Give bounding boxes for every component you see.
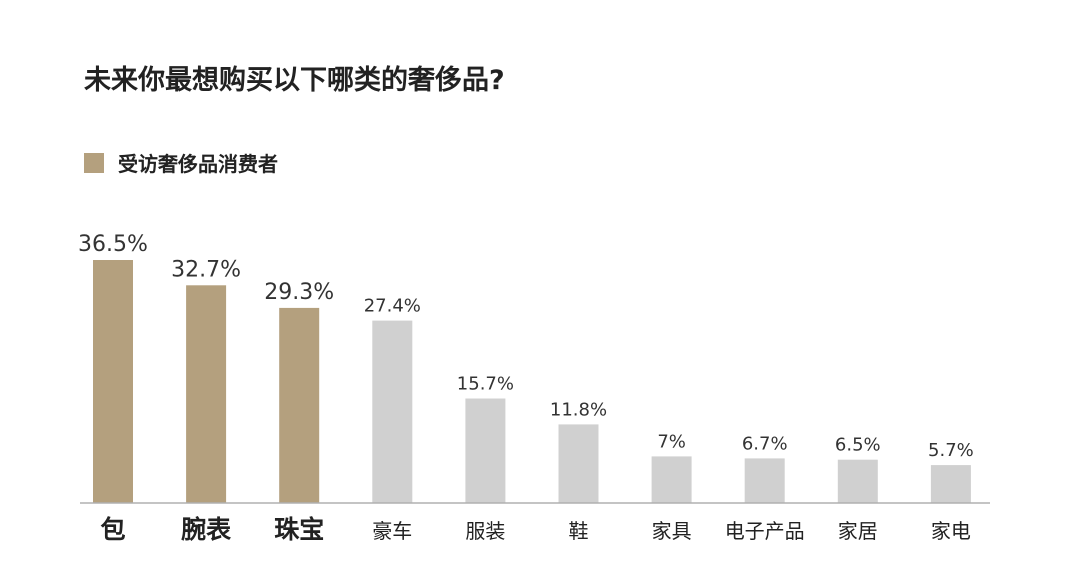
data-label-9: 6.5% [835,435,881,456]
bar-10 [930,465,971,503]
data-label-10: 5.7% [928,440,974,461]
bar-8 [744,458,785,503]
category-label-7: 家具 [652,519,692,543]
category-label-2: 腕表 [180,515,232,544]
category-label-8: 电子产品 [725,519,805,543]
bar-6 [558,424,599,503]
data-label-7: 7% [657,431,686,452]
category-label-10: 家电 [931,519,971,543]
category-label-1: 包 [100,515,125,544]
category-label-9: 家居 [838,519,878,543]
data-label-8: 6.7% [742,433,788,454]
legend-label: 受访奢侈品消费者 [118,152,278,176]
category-label-5: 服装 [465,519,505,543]
legend-swatch [84,152,104,173]
bar-9 [837,459,878,503]
bar-7 [651,456,692,503]
bar-2 [186,285,227,503]
data-label-1: 36.5% [78,232,148,257]
data-label-2: 32.7% [171,257,241,282]
data-label-5: 15.7% [457,374,514,395]
data-label-6: 11.8% [550,399,607,420]
legend: 受访奢侈品消费者 [84,148,278,177]
bar-1 [93,260,133,503]
bar-3 [279,307,320,503]
category-label-4: 豪车 [372,519,412,543]
bar-4 [372,320,413,503]
bar-5 [465,398,506,503]
category-label-6: 鞋 [569,519,589,543]
data-label-3: 29.3% [264,280,334,305]
category-label-3: 珠宝 [274,515,324,544]
data-label-4: 27.4% [364,296,421,317]
chart-title: 未来你最想购买以下哪类的奢侈品? [84,65,505,96]
